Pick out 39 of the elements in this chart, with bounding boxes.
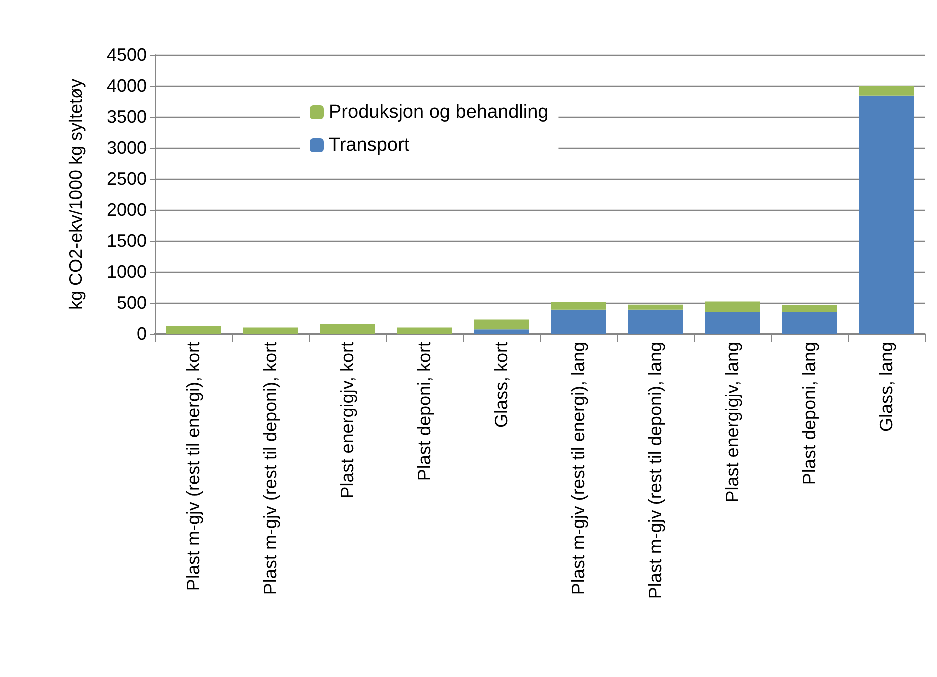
bar [474,320,529,330]
y-tick-label: 1000 [106,262,147,282]
bar [705,302,760,312]
x-tick-label: Plast m-gjv (rest til energi), lang [568,342,588,596]
x-tick-label: Plast energigjv, lang [722,342,742,503]
y-tick-label: 0 [136,324,147,344]
y-tick-label: 2000 [106,200,147,220]
x-tick-label: Plast deponi, lang [800,342,820,486]
bar [628,304,683,310]
y-tick-label: 500 [116,293,147,313]
legend-label: Produksjon og behandling [329,102,549,123]
bar [474,330,529,334]
bar [782,305,837,312]
bar [782,312,837,334]
x-tick-label: Glass, lang [876,342,896,432]
bar [320,324,375,334]
x-tick-label: Plast m-gjv (rest til energi), kort [184,342,204,592]
bar [859,86,914,96]
y-tick-label: 3500 [106,107,147,127]
bar [551,310,606,334]
x-tick-label: Plast m-gjv (rest til deponi), lang [646,342,666,600]
legend-label: Transport [329,135,410,156]
bar [551,302,606,310]
bar [397,328,452,334]
x-tick-label: Plast energigjv, kort [338,342,358,499]
bar [243,328,298,334]
y-tick-label: 4000 [106,76,147,96]
bar [705,312,760,334]
y-axis-title: kg CO2-ekv/1000 kg syltetøy [66,78,86,310]
x-tick-label: Plast deponi, kort [414,342,434,482]
bar [859,96,914,334]
x-tick-label: Plast m-gjv (rest til deponi), kort [260,342,280,596]
x-tick-label: Glass, kort [492,342,512,428]
y-tick-label: 3000 [106,138,147,158]
bar [628,310,683,334]
y-tick-label: 2500 [106,169,147,189]
y-tick-label: 1500 [106,231,147,251]
bar [166,326,221,334]
y-tick-label: 4500 [106,45,147,65]
